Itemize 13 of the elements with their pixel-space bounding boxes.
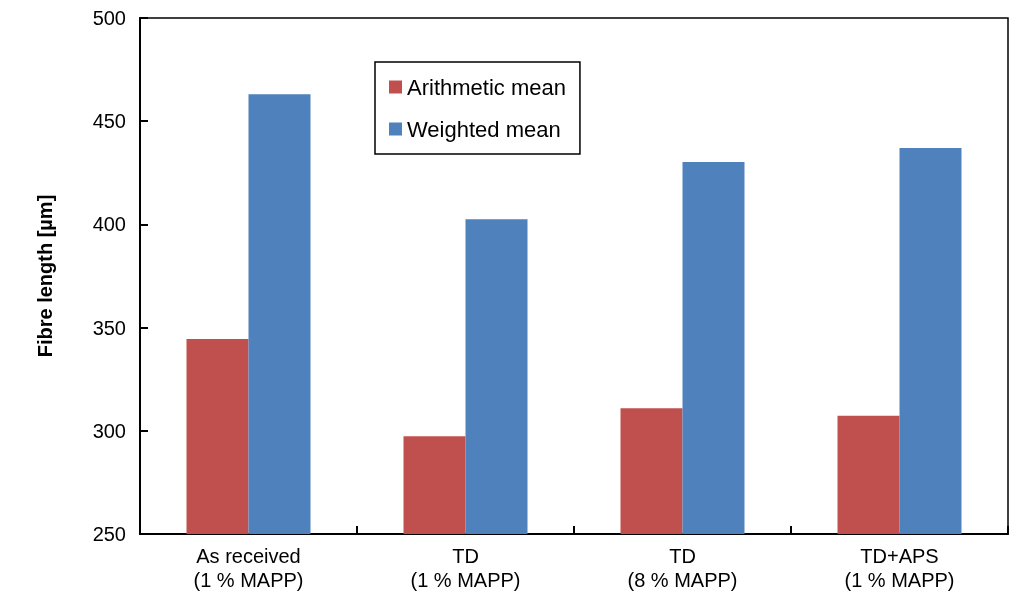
y-tick-label: 300 bbox=[92, 419, 126, 442]
y-tick-label: 350 bbox=[92, 316, 126, 339]
x-tick-label: TD+APS (1 % MAPP) bbox=[844, 545, 955, 591]
y-axis-title: Fibre length [µm] bbox=[34, 194, 56, 358]
y-tick-label: 250 bbox=[92, 523, 126, 545]
x-tick-label: TD (1 % MAPP) bbox=[410, 545, 521, 591]
legend-label: Weighted mean bbox=[407, 116, 561, 142]
y-tick-label: 400 bbox=[92, 213, 126, 236]
legend-label: Arithmetic mean bbox=[407, 74, 566, 100]
y-tick-label: 450 bbox=[92, 110, 126, 133]
y-tick-label: 500 bbox=[92, 7, 126, 29]
x-tick-label: As received (1 % MAPP) bbox=[193, 545, 304, 591]
x-tick-label: TD (8 % MAPP) bbox=[627, 545, 738, 591]
